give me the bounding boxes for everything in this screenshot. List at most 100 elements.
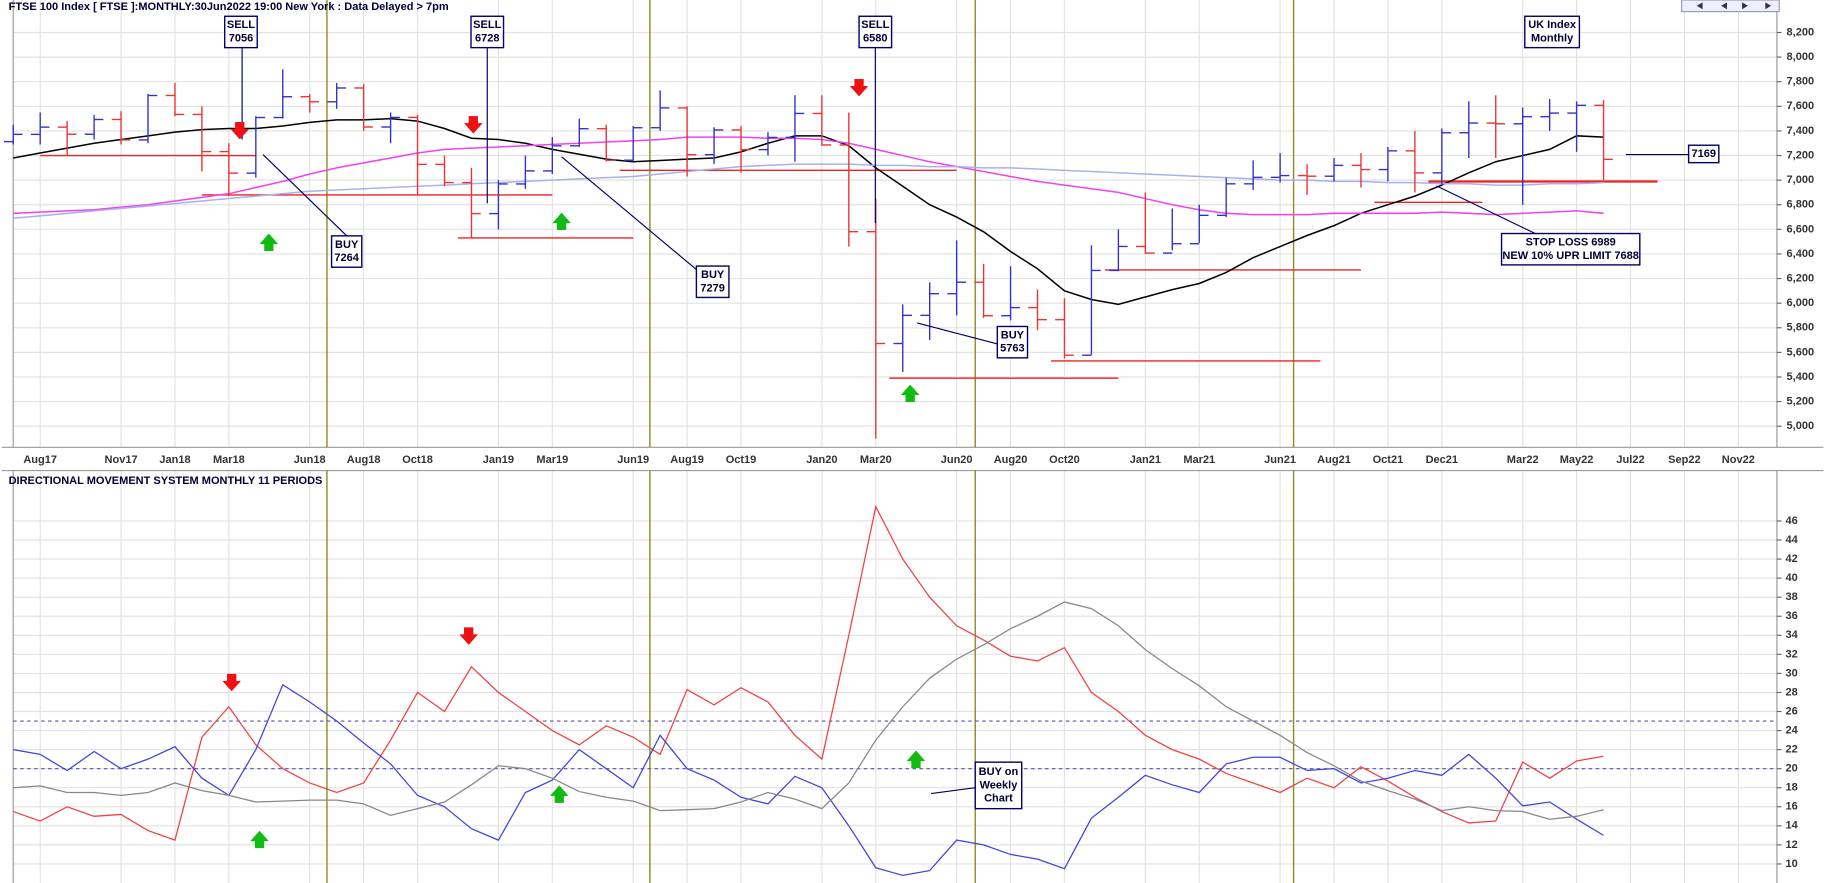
annotation-text: 7264 (334, 252, 359, 264)
annotation-box (974, 761, 1023, 810)
dmi-line (13, 683, 1604, 876)
x-tick-label: Oct20 (1049, 454, 1080, 466)
annotation-box (1500, 232, 1641, 266)
y-tick-label: 20 (1786, 763, 1798, 775)
y-tick-label: 16 (1786, 801, 1798, 813)
y-tick-label: 12 (1786, 839, 1798, 851)
y-tick-label: 5,000 (1787, 420, 1815, 432)
sell-arrow (230, 121, 250, 140)
y-tick-label: 38 (1786, 591, 1798, 603)
annotation-box (330, 235, 363, 268)
y-tick-label: 8,000 (1787, 51, 1815, 63)
annotation-text: UK Index (1528, 19, 1577, 31)
x-tick-label: Jun21 (1264, 454, 1296, 466)
leader-line (1436, 185, 1536, 235)
x-tick-label: Jun19 (617, 454, 649, 466)
y-tick-label: 40 (1786, 572, 1798, 584)
x-tick-label: Oct18 (402, 454, 433, 466)
y-tick-label: 7,800 (1787, 76, 1815, 88)
x-tick-label: Oct21 (1373, 454, 1404, 466)
nav-next[interactable] (1742, 2, 1748, 10)
annotation-box (1524, 15, 1581, 49)
leader-line (931, 787, 976, 795)
annotation-box (223, 15, 258, 49)
dmi-line (13, 601, 1604, 820)
annotation-text: BUY (1001, 329, 1025, 341)
x-tick-label: Mar18 (213, 454, 245, 466)
y-tick-label: 7,200 (1787, 149, 1815, 161)
x-tick-label: Mar21 (1183, 454, 1215, 466)
period-lines (326, 0, 1295, 883)
sell-arrow (222, 673, 241, 692)
buy-arrow (250, 830, 269, 849)
x-tick-label: Aug18 (347, 454, 381, 466)
annotation-box (858, 15, 893, 49)
nav-buttons[interactable] (1681, 0, 1780, 13)
y-tick-label: 5,600 (1787, 346, 1815, 358)
x-tick-label: Mar20 (860, 454, 892, 466)
sell-arrow (464, 116, 483, 134)
y-tick-label: 6,800 (1787, 199, 1815, 211)
chart-title: FTSE 100 Index [ FTSE ]:MONTHLY:30Jun202… (9, 1, 449, 13)
y-tick-label: 6,600 (1787, 223, 1815, 235)
annotation-box (695, 265, 730, 299)
x-tick-label: Aug19 (670, 454, 704, 466)
y-tick-label: 22 (1786, 744, 1798, 756)
x-tick-label: Nov17 (105, 454, 138, 466)
y-tick-label: 10 (1786, 858, 1798, 870)
x-tick-label: Sep22 (1668, 454, 1700, 466)
leader-line (561, 156, 697, 270)
annotation-text: 5763 (1000, 343, 1025, 355)
nav-first[interactable] (1696, 2, 1703, 10)
y-tick-label: 7,000 (1787, 174, 1815, 186)
y-tick-label: 34 (1786, 629, 1799, 641)
annotation-text: BUY (335, 239, 359, 251)
y-tick-label: 28 (1786, 686, 1798, 698)
moving-average (13, 136, 1604, 216)
y-tick-label: 46 (1786, 515, 1798, 527)
annotation-text: Chart (984, 793, 1013, 805)
annotation-box (996, 325, 1029, 359)
nav-last[interactable] (1765, 2, 1772, 10)
buy-arrow (259, 233, 279, 251)
annotation-text: Weekly (980, 779, 1019, 791)
y-tick-label: 8,200 (1787, 26, 1815, 38)
moving-average (13, 117, 1604, 306)
y-tick-label: 7,600 (1787, 100, 1815, 112)
annotation-box (470, 15, 505, 49)
annotation-text: 6728 (475, 33, 500, 45)
annotation-text: 7169 (1691, 148, 1716, 160)
y-tick-label: 36 (1786, 610, 1798, 622)
y-tick-label: 32 (1786, 648, 1798, 660)
nav-prev[interactable] (1721, 2, 1727, 10)
x-tick-label: Aug21 (1317, 454, 1351, 466)
annotation-text: 7279 (700, 282, 725, 294)
y-tick-label: 6,400 (1787, 248, 1815, 260)
x-tick-label: Aug17 (23, 454, 57, 466)
x-tick-label: Jul22 (1616, 454, 1644, 466)
y-tick-label: 24 (1786, 724, 1799, 736)
y-tick-label: 7,400 (1787, 125, 1815, 137)
annotation-text: SELL (473, 19, 501, 31)
indicator-title: DIRECTIONAL MOVEMENT SYSTEM MONTHLY 11 P… (9, 475, 323, 487)
x-tick-label: Jan20 (806, 454, 837, 466)
x-tick-label: Nov22 (1722, 454, 1755, 466)
y-tick-label: 5,200 (1787, 395, 1815, 407)
y-tick-label: 5,800 (1787, 322, 1815, 334)
y-tick-label: 30 (1786, 667, 1798, 679)
y-tick-label: 44 (1786, 534, 1799, 546)
annotation-text: NEW 10% UPR LIMIT 7688 (1502, 250, 1639, 262)
moving-average (13, 163, 1604, 220)
x-tick-label: Jan19 (483, 454, 514, 466)
nav-bar[interactable] (1681, 0, 1780, 13)
y-tick-label: 5,400 (1787, 371, 1815, 383)
annotation-text: 6580 (863, 33, 888, 45)
x-tick-label: Mar22 (1507, 454, 1539, 466)
leader-line (262, 154, 348, 237)
annotation-text: SELL (227, 19, 255, 31)
y-tick-label: 6,200 (1787, 272, 1815, 284)
annotation-text: Monthly (1531, 33, 1574, 45)
y-tick-label: 6,000 (1787, 297, 1815, 309)
